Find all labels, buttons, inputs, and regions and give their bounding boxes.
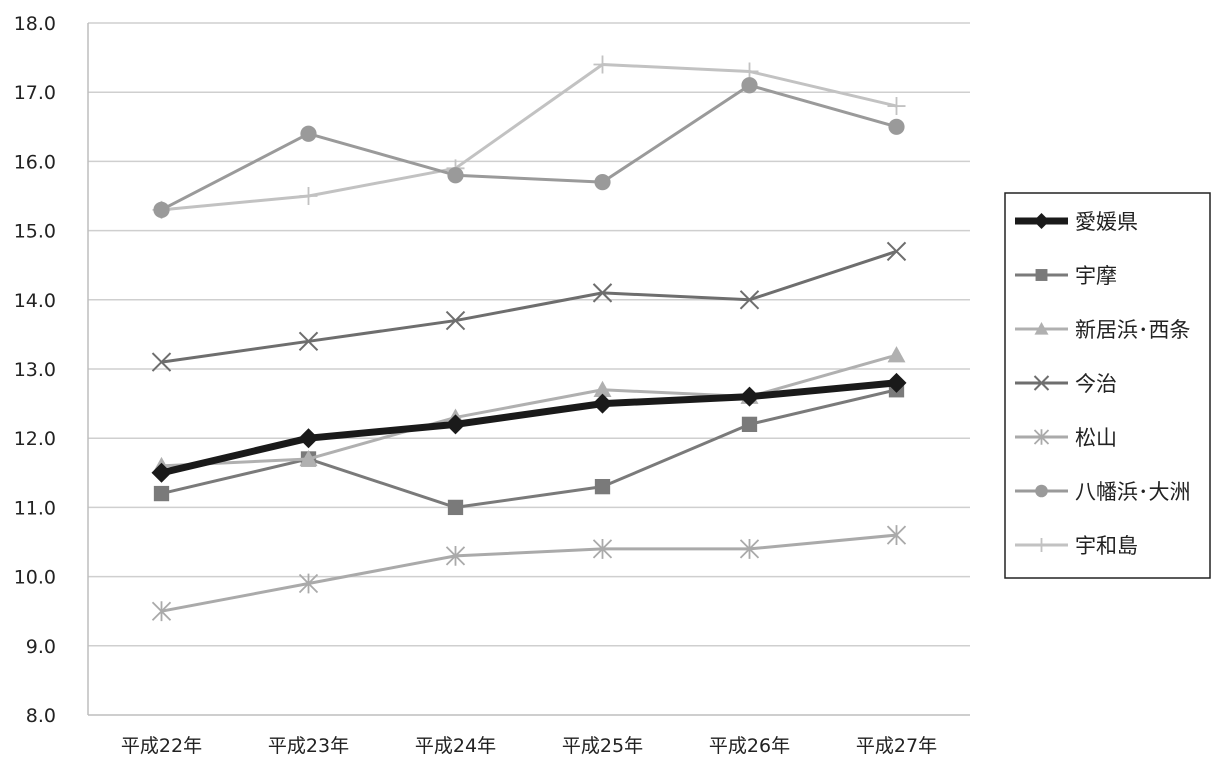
x-tick-label: 平成24年 — [415, 735, 496, 757]
x-tick-label: 平成27年 — [856, 735, 937, 757]
data-point — [887, 97, 906, 116]
data-point — [298, 331, 319, 352]
legend-label: 宇和島 — [1075, 534, 1138, 558]
y-tick-label: 9.0 — [26, 636, 56, 658]
data-point — [153, 485, 170, 502]
y-tick-label: 8.0 — [26, 705, 56, 727]
y-tick-label: 17.0 — [14, 82, 56, 104]
data-point — [594, 174, 611, 191]
series-5 — [153, 77, 905, 218]
legend-swatch-marker — [1033, 375, 1050, 391]
data-point — [445, 414, 466, 435]
y-tick-label: 12.0 — [14, 428, 56, 450]
data-point — [445, 310, 466, 331]
data-point — [886, 241, 907, 262]
legend-label: 今治 — [1075, 372, 1117, 396]
x-tick-labels: 平成22年 平成23年 平成24年 平成25年 平成26年 平成27年 — [121, 735, 937, 757]
legend-swatch-marker — [1033, 429, 1050, 445]
y-tick-label: 14.0 — [14, 290, 56, 312]
data-point — [298, 573, 319, 594]
legend-label: 愛媛県 — [1075, 210, 1138, 234]
data-point — [299, 187, 318, 205]
series-4 — [151, 525, 907, 622]
y-tick-label: 16.0 — [14, 151, 56, 173]
series-line — [161, 388, 897, 509]
data-point — [741, 416, 758, 433]
data-point — [593, 380, 612, 397]
x-tick-label: 平成22年 — [121, 735, 202, 757]
legend-swatch-marker — [1034, 538, 1049, 552]
data-point — [887, 346, 906, 363]
series-line — [161, 353, 897, 468]
y-tick-label: 15.0 — [14, 221, 56, 243]
data-point — [300, 125, 317, 142]
x-tick-label: 平成25年 — [562, 735, 643, 757]
legend-item: 宇摩 — [1015, 264, 1117, 288]
legend-label: 新居浜･西条 — [1075, 318, 1191, 342]
legend-item: 愛媛県 — [1015, 210, 1138, 234]
data-point — [151, 462, 172, 483]
series-line — [160, 379, 897, 477]
legend-item: 今治 — [1015, 372, 1117, 396]
series-6 — [152, 55, 906, 219]
legend-label: 松山 — [1075, 426, 1117, 450]
data-point — [741, 77, 758, 94]
data-point — [886, 525, 907, 545]
y-tick-label: 11.0 — [14, 497, 56, 519]
data-point — [739, 386, 760, 407]
y-tick-label: 18.0 — [14, 13, 56, 35]
data-point — [151, 601, 172, 622]
data-point — [739, 539, 760, 559]
legend-swatch-marker — [1033, 213, 1050, 229]
series-2 — [152, 346, 906, 474]
data-point — [447, 167, 464, 184]
x-tick-label: 平成26年 — [709, 735, 790, 757]
series-group — [151, 55, 907, 622]
data-point — [151, 352, 172, 372]
data-point — [888, 118, 905, 135]
axes — [87, 23, 970, 716]
legend-item: 宇和島 — [1015, 534, 1138, 558]
series-line — [161, 249, 897, 364]
data-point — [739, 290, 760, 310]
series-line — [160, 83, 897, 212]
data-point — [592, 539, 613, 559]
series-line — [161, 63, 897, 212]
legend-item: 松山 — [1015, 426, 1117, 450]
legend-label: 宇摩 — [1075, 264, 1117, 288]
series-line — [161, 533, 897, 613]
gridlines — [88, 22, 970, 647]
data-point — [298, 428, 319, 449]
data-point — [299, 449, 318, 467]
data-point — [447, 499, 464, 516]
data-point — [886, 372, 907, 393]
y-tick-labels: 8.0 9.0 10.0 11.0 12.0 13.0 14.0 15.0 16.0 17.0 18… — [14, 13, 56, 727]
data-point — [592, 393, 613, 414]
series-3 — [151, 241, 907, 372]
legend-item: 八幡浜･大洲 — [1015, 480, 1191, 504]
series-0 — [151, 372, 907, 483]
legend-item: 新居浜･西条 — [1015, 318, 1191, 342]
y-tick-label: 10.0 — [14, 567, 56, 589]
data-point — [593, 55, 612, 74]
y-tick-label: 13.0 — [14, 359, 56, 381]
legend-swatch-marker — [1035, 484, 1048, 498]
legend-swatch-marker — [1034, 322, 1049, 335]
legend-label: 八幡浜･大洲 — [1075, 480, 1191, 504]
x-tick-label: 平成23年 — [268, 735, 349, 757]
data-point — [153, 201, 170, 218]
data-point — [445, 545, 466, 566]
data-point — [592, 283, 613, 303]
legend-swatch-marker — [1035, 269, 1048, 281]
data-point — [594, 478, 611, 495]
